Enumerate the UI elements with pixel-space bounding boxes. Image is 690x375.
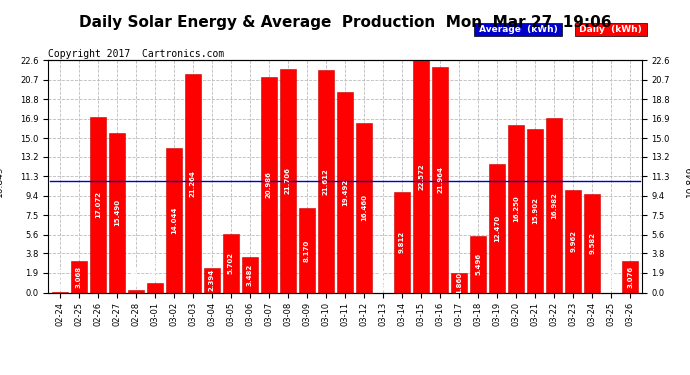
Text: Average  (kWh): Average (kWh) xyxy=(475,25,560,34)
Text: 0.226: 0.226 xyxy=(132,265,139,287)
Text: 21.706: 21.706 xyxy=(285,167,291,194)
Bar xyxy=(299,209,315,292)
Text: Daily Solar Energy & Average  Production  Mon  Mar 27  19:06: Daily Solar Energy & Average Production … xyxy=(79,15,611,30)
Text: 8.170: 8.170 xyxy=(304,239,310,262)
Text: 3.482: 3.482 xyxy=(247,264,253,286)
Bar xyxy=(584,194,600,292)
Bar xyxy=(90,117,106,292)
Text: 16.460: 16.460 xyxy=(361,194,367,221)
Bar xyxy=(185,74,201,292)
Bar xyxy=(394,192,410,292)
Bar xyxy=(166,148,182,292)
Text: 0.000: 0.000 xyxy=(380,268,386,291)
Bar xyxy=(451,273,467,292)
Text: Copyright 2017  Cartronics.com: Copyright 2017 Cartronics.com xyxy=(48,49,224,59)
Text: 5.702: 5.702 xyxy=(228,252,234,274)
Bar xyxy=(318,70,334,292)
Bar xyxy=(70,261,87,292)
Bar xyxy=(147,283,163,292)
Text: 3.068: 3.068 xyxy=(76,266,81,288)
Text: 17.072: 17.072 xyxy=(95,191,101,218)
Text: 21.612: 21.612 xyxy=(323,168,329,195)
Bar xyxy=(337,92,353,292)
Bar xyxy=(223,234,239,292)
Bar xyxy=(241,256,258,292)
Text: 5.496: 5.496 xyxy=(475,253,481,275)
Text: 1.860: 1.860 xyxy=(456,272,462,294)
Text: 19.492: 19.492 xyxy=(342,178,348,206)
Text: 10.849: 10.849 xyxy=(0,165,3,196)
Text: 14.044: 14.044 xyxy=(171,207,177,234)
Bar xyxy=(356,123,372,292)
Text: 15.490: 15.490 xyxy=(114,199,120,226)
Text: 21.264: 21.264 xyxy=(190,170,196,196)
Text: Daily  (kWh): Daily (kWh) xyxy=(576,25,645,34)
Bar xyxy=(565,190,581,292)
Text: 16.250: 16.250 xyxy=(513,195,519,222)
Text: 2.394: 2.394 xyxy=(209,269,215,291)
Bar xyxy=(280,69,296,292)
Bar xyxy=(204,268,220,292)
Bar xyxy=(489,164,505,292)
Text: 10.849: 10.849 xyxy=(687,165,690,196)
Bar xyxy=(622,261,638,292)
Text: 21.964: 21.964 xyxy=(437,166,443,193)
Bar xyxy=(432,66,448,292)
Text: 20.986: 20.986 xyxy=(266,171,272,198)
Text: 12.470: 12.470 xyxy=(494,215,500,242)
Bar xyxy=(109,133,125,292)
Text: 0.000: 0.000 xyxy=(609,268,614,291)
Text: 3.076: 3.076 xyxy=(627,266,633,288)
Text: 0.944: 0.944 xyxy=(152,257,158,280)
Bar xyxy=(508,125,524,292)
Text: 15.902: 15.902 xyxy=(532,197,538,224)
Text: 16.982: 16.982 xyxy=(551,192,558,219)
Bar xyxy=(128,290,144,292)
Text: 9.582: 9.582 xyxy=(589,232,595,254)
Bar xyxy=(470,236,486,292)
Text: 9.962: 9.962 xyxy=(570,230,576,252)
Bar xyxy=(261,76,277,292)
Text: 0.054: 0.054 xyxy=(57,267,63,289)
Bar xyxy=(413,60,429,292)
Text: 22.572: 22.572 xyxy=(418,163,424,190)
Text: 9.812: 9.812 xyxy=(399,231,405,253)
Bar xyxy=(527,129,543,292)
Bar xyxy=(546,118,562,292)
